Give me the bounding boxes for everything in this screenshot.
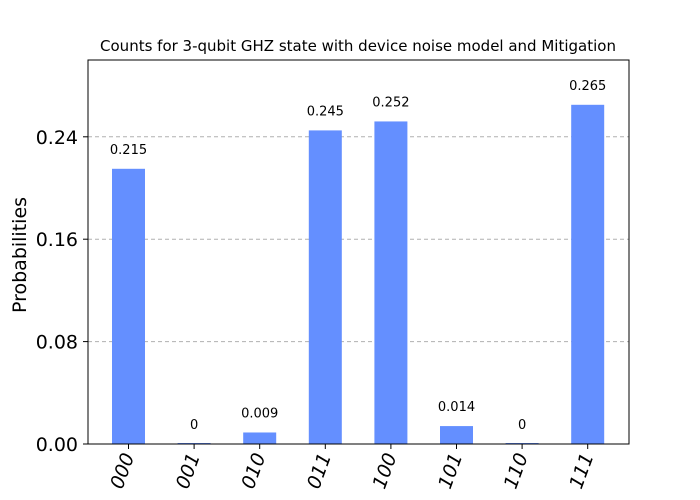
y-tick-label: 0.24 bbox=[36, 127, 78, 149]
x-tick-label: 110 bbox=[500, 450, 533, 492]
bar-101 bbox=[440, 426, 473, 444]
data-label: 0.265 bbox=[569, 79, 606, 94]
data-label: 0.245 bbox=[307, 104, 344, 119]
data-label: 0.252 bbox=[372, 95, 409, 110]
data-label: 0 bbox=[518, 418, 526, 433]
y-tick-label: 0.08 bbox=[36, 332, 78, 354]
bar-010 bbox=[243, 432, 277, 444]
data-label: 0.009 bbox=[241, 406, 278, 421]
x-tick-label: 100 bbox=[369, 450, 402, 492]
x-tick-label: 111 bbox=[565, 450, 598, 492]
x-tick-label: 101 bbox=[434, 450, 467, 492]
bar-111 bbox=[571, 104, 605, 445]
bar-100 bbox=[374, 121, 408, 444]
data-label: 0.014 bbox=[438, 400, 475, 415]
x-axis-ticks: 000 001 010 011 100 101 110 111 bbox=[106, 444, 598, 492]
x-tick-label: 010 bbox=[237, 450, 270, 492]
chart-title: Counts for 3-qubit GHZ state with device… bbox=[100, 37, 616, 55]
x-tick-label: 000 bbox=[106, 450, 139, 492]
grid-lines bbox=[88, 136, 629, 343]
data-label: 0.215 bbox=[110, 143, 147, 158]
y-tick-label: 0.00 bbox=[36, 434, 78, 456]
y-axis-ticks: 0.00 0.08 0.16 0.24 bbox=[36, 127, 88, 456]
y-axis-label: Probabilities bbox=[9, 197, 31, 313]
y-tick-label: 0.16 bbox=[36, 229, 78, 251]
bar-011 bbox=[308, 130, 342, 444]
data-label: 0 bbox=[190, 418, 198, 433]
bars bbox=[112, 104, 605, 445]
plot-area-frame bbox=[87, 59, 630, 445]
x-tick-label: 011 bbox=[303, 450, 336, 492]
bar-000 bbox=[112, 168, 145, 445]
x-tick-label: 001 bbox=[172, 450, 205, 492]
data-labels: 0.215 0 0.009 0.245 0.252 0.014 0 0.265 bbox=[110, 79, 606, 433]
